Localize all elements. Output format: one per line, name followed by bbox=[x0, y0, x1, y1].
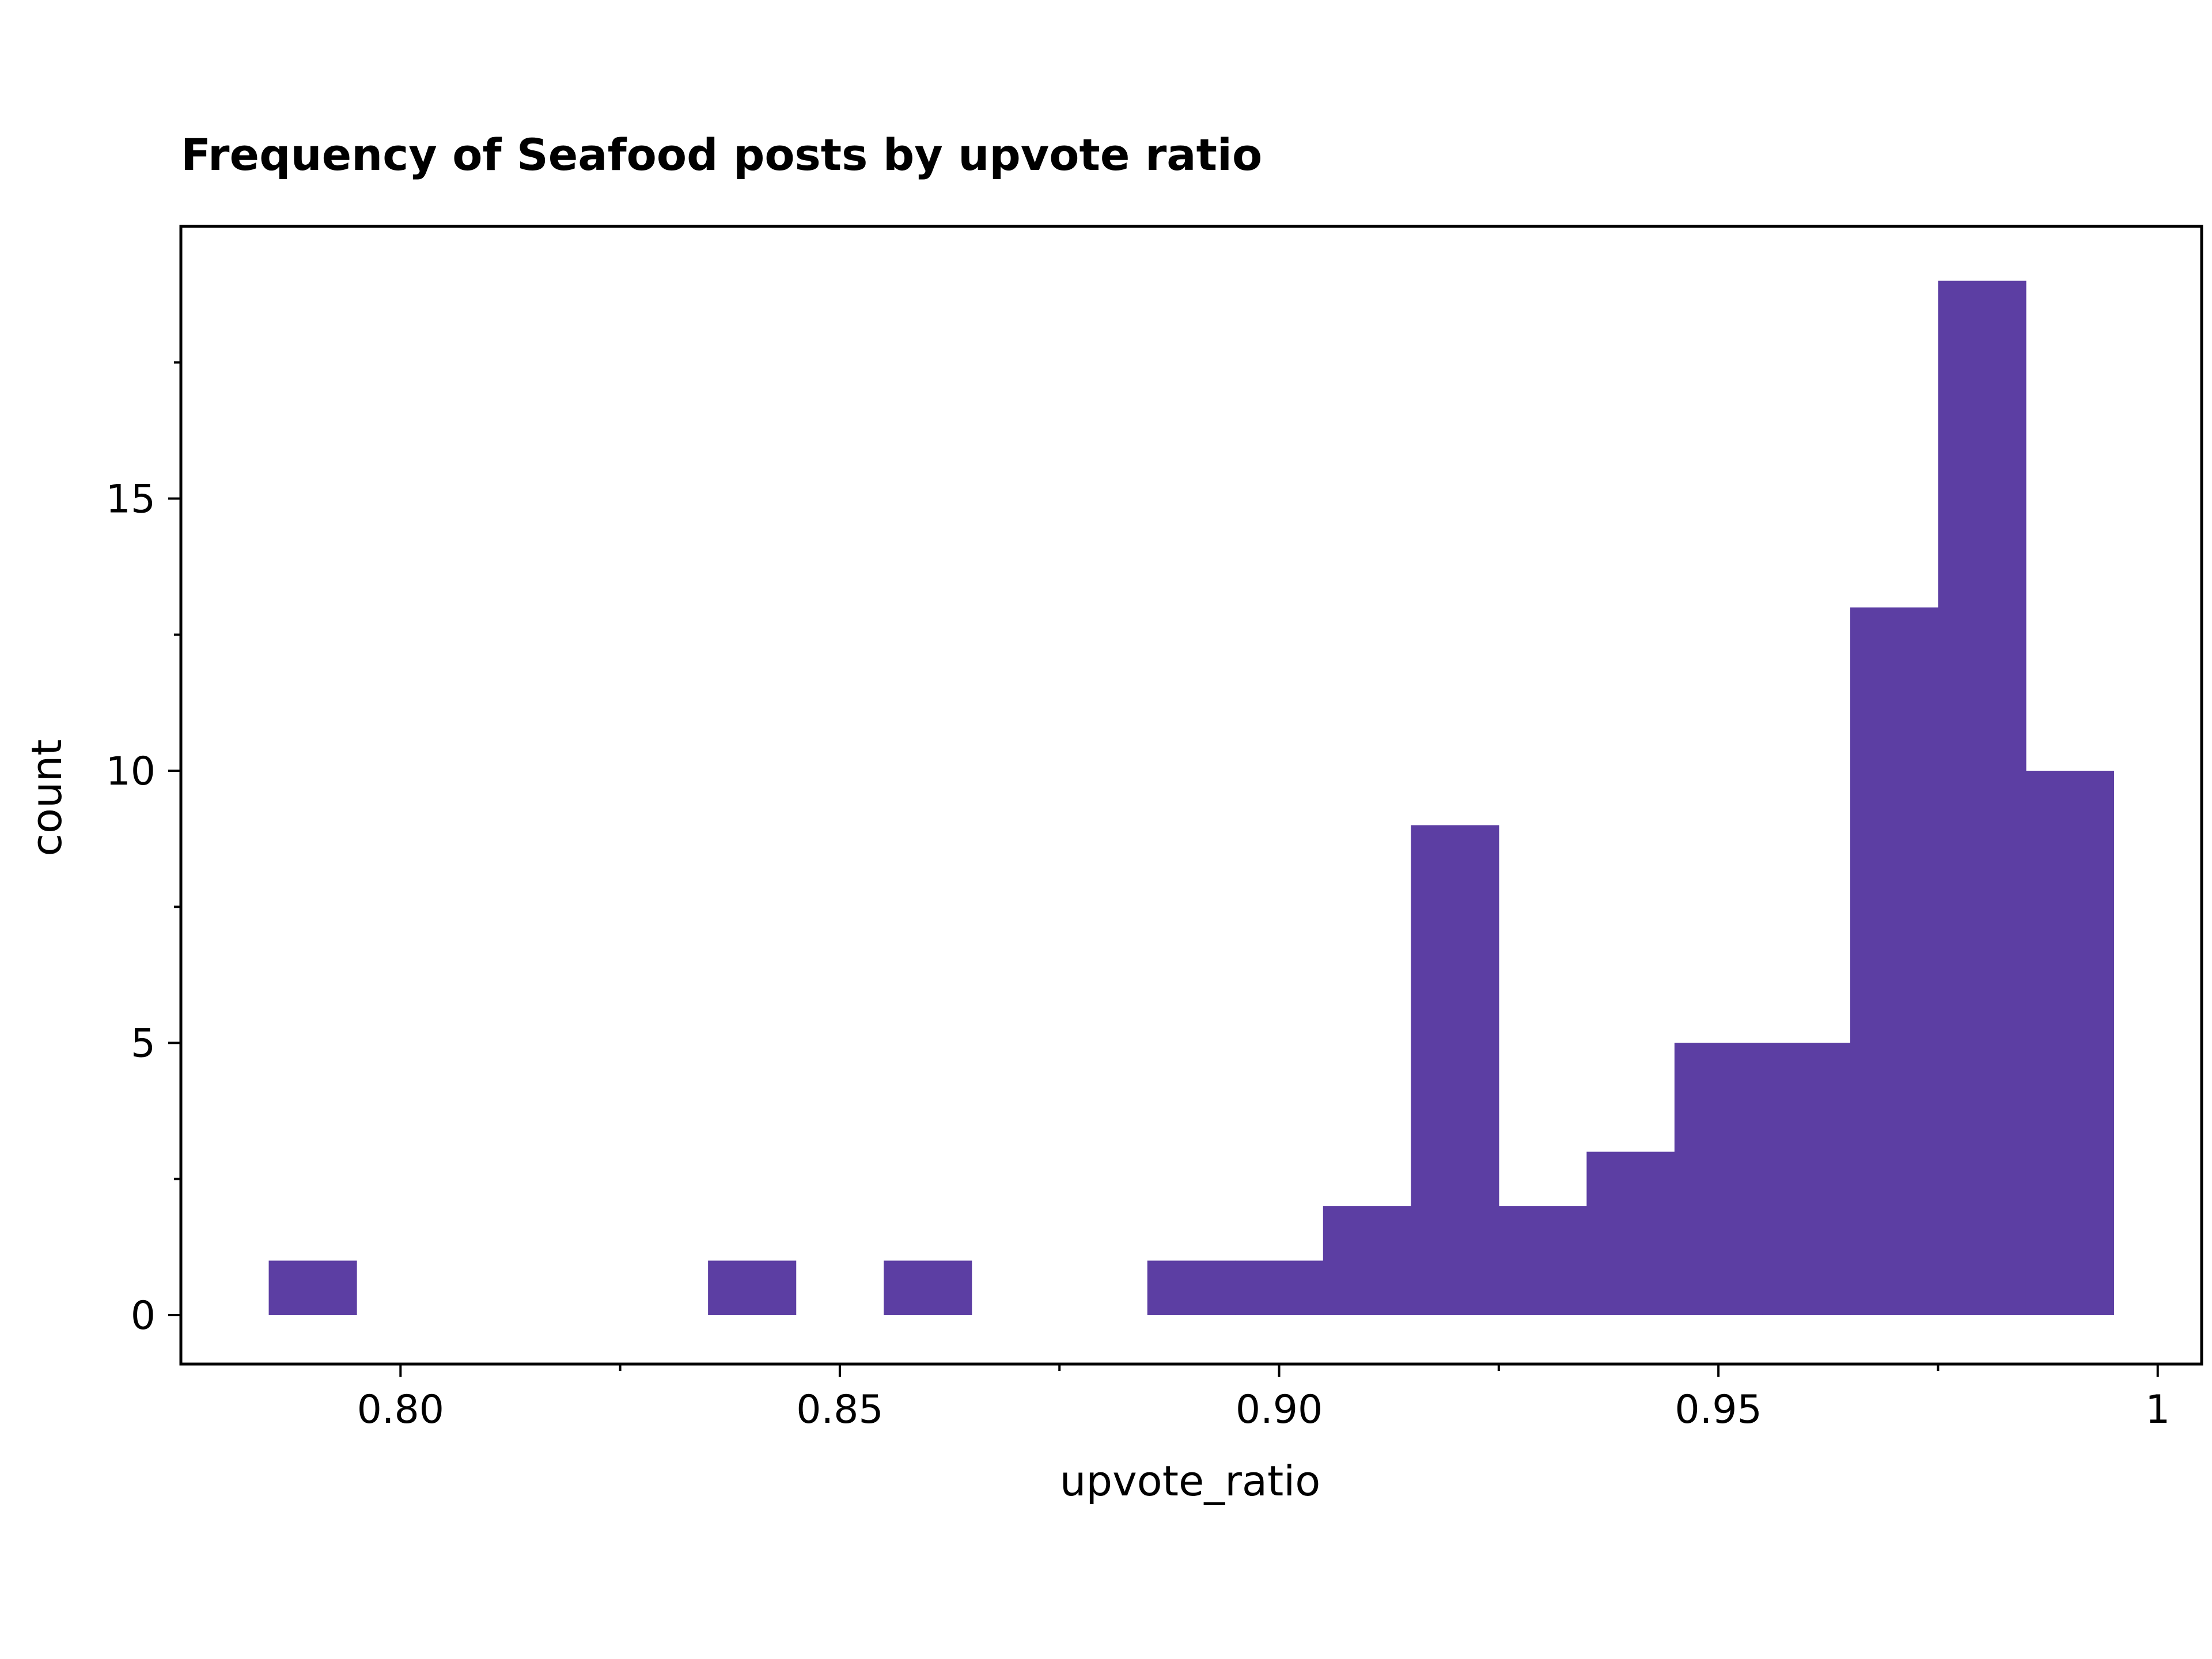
histogram-bar-7 bbox=[1498, 1206, 1587, 1315]
y-axis: 0 5 10 15 bbox=[105, 361, 181, 1339]
x-tick-label-1: 0.85 bbox=[796, 1387, 883, 1433]
histogram-bar-9 bbox=[1674, 1043, 1763, 1315]
x-tick-label-2: 0.90 bbox=[1236, 1387, 1323, 1433]
x-axis-label: upvote_ratio bbox=[1060, 1457, 1321, 1505]
histogram-bar-1 bbox=[708, 1260, 797, 1315]
bars-group bbox=[268, 281, 2115, 1315]
histogram-bar-3 bbox=[1147, 1260, 1236, 1315]
y-axis-label: count bbox=[22, 739, 71, 856]
histogram-bar-0 bbox=[268, 1260, 357, 1315]
x-tick-label-0: 0.80 bbox=[357, 1387, 444, 1433]
x-axis: 0.80 0.85 0.90 0.95 1 bbox=[357, 1364, 2170, 1433]
y-tick-label-2: 10 bbox=[105, 749, 156, 794]
histogram-bar-11 bbox=[1850, 607, 1939, 1315]
histogram-bar-8 bbox=[1586, 1152, 1675, 1315]
histogram-bar-6 bbox=[1411, 825, 1499, 1315]
y-tick-label-0: 0 bbox=[131, 1293, 156, 1339]
x-tick-label-3: 0.95 bbox=[1675, 1387, 1762, 1433]
x-tick-label-4: 1 bbox=[2145, 1387, 2170, 1433]
histogram-bar-10 bbox=[1762, 1043, 1851, 1315]
histogram-bar-12 bbox=[1938, 281, 2027, 1315]
histogram-bar-4 bbox=[1235, 1260, 1324, 1315]
y-tick-label-3: 15 bbox=[105, 476, 156, 522]
histogram-bar-5 bbox=[1323, 1206, 1411, 1315]
histogram-bar-13 bbox=[2025, 770, 2115, 1315]
plot-frame bbox=[179, 225, 2203, 1366]
y-tick-label-1: 5 bbox=[131, 1021, 156, 1066]
chart-title: Frequency of Seafood posts by upvote rat… bbox=[181, 129, 1262, 180]
histogram-bar-2 bbox=[884, 1260, 972, 1315]
